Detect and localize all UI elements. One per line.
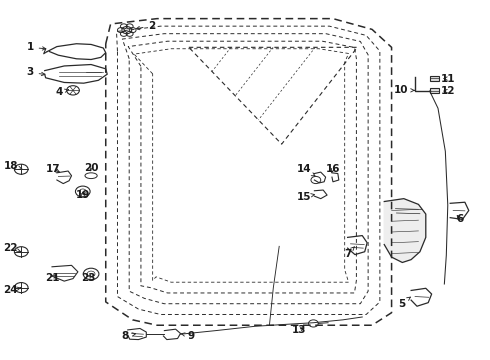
Text: 6: 6 <box>456 215 464 224</box>
Text: 1: 1 <box>26 42 46 52</box>
Text: 22: 22 <box>3 243 21 253</box>
Text: 16: 16 <box>326 164 340 174</box>
Text: 20: 20 <box>84 163 98 173</box>
Bar <box>430 76 440 81</box>
Text: 15: 15 <box>296 192 315 202</box>
Text: 21: 21 <box>45 273 59 283</box>
Text: 17: 17 <box>46 164 61 174</box>
Text: 18: 18 <box>4 161 22 171</box>
Text: 23: 23 <box>81 273 96 283</box>
Text: 9: 9 <box>181 331 195 341</box>
Polygon shape <box>384 199 426 262</box>
Text: 14: 14 <box>296 164 315 176</box>
Text: 13: 13 <box>292 325 306 335</box>
Text: 8: 8 <box>122 331 136 341</box>
Text: 10: 10 <box>394 85 415 95</box>
Text: 24: 24 <box>3 285 21 296</box>
Text: 12: 12 <box>441 86 455 96</box>
Text: 11: 11 <box>441 73 455 84</box>
Text: 5: 5 <box>398 297 411 309</box>
Text: 19: 19 <box>75 190 90 200</box>
Text: 4: 4 <box>56 87 69 97</box>
Text: 2: 2 <box>136 21 156 31</box>
Text: 7: 7 <box>344 247 354 258</box>
Text: 3: 3 <box>26 67 45 77</box>
Bar <box>430 88 440 93</box>
